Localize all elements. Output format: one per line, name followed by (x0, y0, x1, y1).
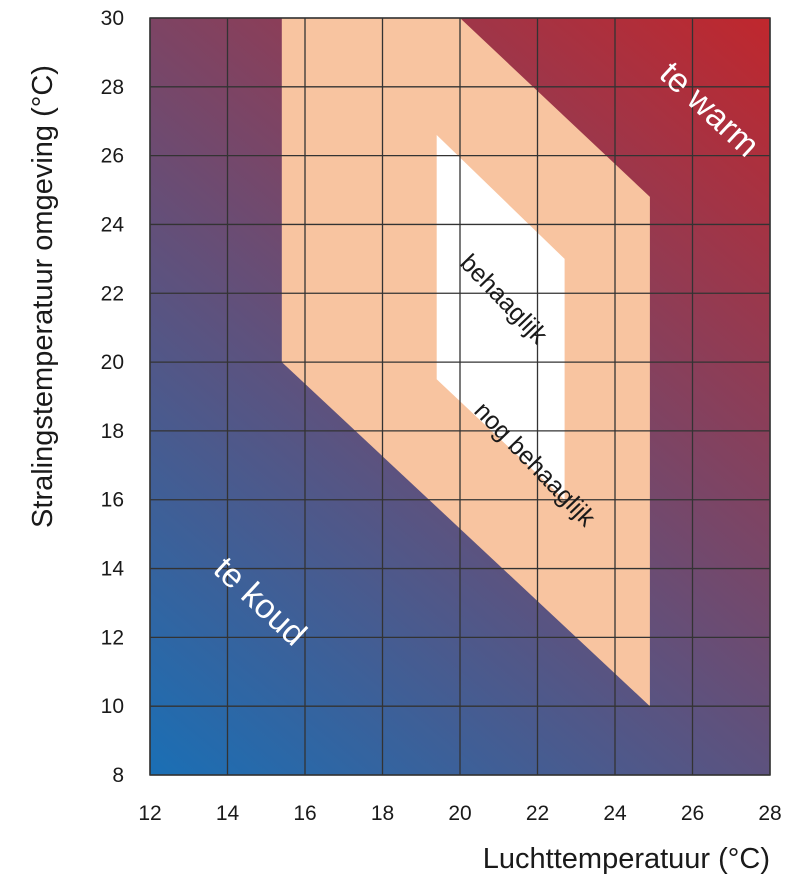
x-tick-label: 18 (371, 802, 394, 825)
y-tick-label: 16 (101, 489, 124, 512)
x-tick-label: 16 (293, 802, 316, 825)
x-tick-label: 20 (448, 802, 471, 825)
x-axis-label: Luchttemperatuur (°C) (483, 843, 770, 875)
x-axis-ticks: 12 14 16 18 20 22 24 26 28 (138, 802, 781, 825)
x-tick-label: 24 (603, 802, 627, 825)
x-tick-label: 14 (216, 802, 240, 825)
y-tick-label: 8 (112, 764, 124, 787)
x-tick-label: 12 (138, 802, 161, 825)
x-tick-label: 22 (526, 802, 549, 825)
y-tick-label: 18 (101, 420, 124, 443)
y-axis-label: Stralingstemperatuur omgeving (°C) (27, 65, 59, 528)
plot-frame (149, 17, 771, 776)
y-tick-label: 22 (101, 282, 124, 305)
y-tick-label: 24 (101, 213, 125, 236)
y-tick-label: 28 (101, 76, 124, 99)
x-tick-label: 26 (681, 802, 704, 825)
y-tick-label: 14 (101, 558, 125, 581)
y-tick-label: 10 (101, 695, 124, 718)
region-behaaglijk (436, 135, 565, 500)
y-tick-label: 12 (101, 626, 124, 649)
y-tick-label: 20 (101, 351, 124, 374)
x-tick-label: 28 (758, 802, 781, 825)
y-tick-label: 30 (101, 7, 124, 30)
y-tick-label: 26 (101, 145, 124, 168)
y-axis-ticks: 8 10 12 14 16 18 20 22 24 26 28 30 (101, 7, 125, 787)
